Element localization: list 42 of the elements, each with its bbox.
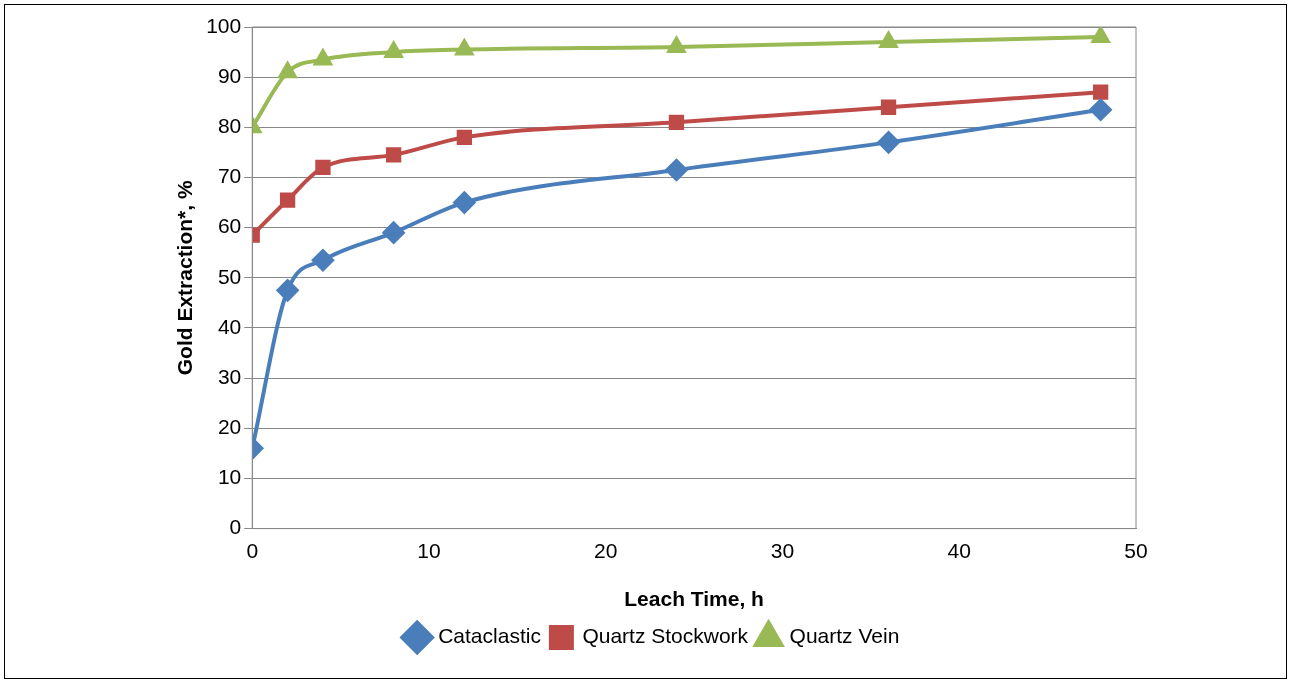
- legend-label: Cataclastic: [438, 624, 541, 648]
- point: [879, 32, 898, 49]
- y-tick-label: 0: [229, 515, 242, 539]
- point: [385, 147, 402, 163]
- x-tick-label: 20: [594, 539, 618, 562]
- point: [276, 279, 299, 302]
- y-tick-label: 50: [217, 264, 242, 288]
- point: [315, 159, 331, 176]
- y-tick-label: 90: [217, 63, 242, 87]
- x-tick-label: 0: [246, 539, 259, 562]
- x-tick-label: 30: [770, 539, 795, 562]
- x-tick-label: 50: [1124, 539, 1148, 562]
- x-tick-label: 10: [417, 539, 441, 562]
- point: [1092, 84, 1109, 100]
- y-tick-label: 100: [206, 13, 242, 37]
- y-tick-label: 40: [217, 314, 242, 338]
- point: [454, 37, 475, 56]
- y-tick-label: 10: [217, 465, 242, 489]
- y-tick-label: 80: [217, 114, 242, 138]
- point: [384, 42, 403, 59]
- legend-label: Quartz Vein: [789, 624, 900, 648]
- point: [668, 114, 685, 130]
- point: [880, 99, 897, 115]
- y-tick-label: 30: [217, 364, 242, 388]
- y-tick-label: 70: [217, 164, 242, 188]
- point: [279, 192, 296, 208]
- y-tick-label: 20: [217, 415, 242, 439]
- y-tick-label: 60: [217, 214, 242, 238]
- point: [665, 158, 688, 181]
- point: [1091, 27, 1110, 44]
- point: [278, 62, 297, 79]
- point: [667, 37, 686, 54]
- point: [877, 131, 900, 154]
- point: [456, 129, 472, 146]
- y-axis-title: Gold Extraction*, %: [173, 180, 197, 376]
- x-tick-label: 40: [947, 539, 971, 562]
- x-axis-title: Leach Time, h: [624, 587, 764, 611]
- point: [382, 221, 405, 244]
- point: [453, 191, 476, 214]
- legend-label: Quartz Stockwork: [582, 624, 749, 648]
- point: [1089, 98, 1112, 121]
- point: [311, 249, 334, 272]
